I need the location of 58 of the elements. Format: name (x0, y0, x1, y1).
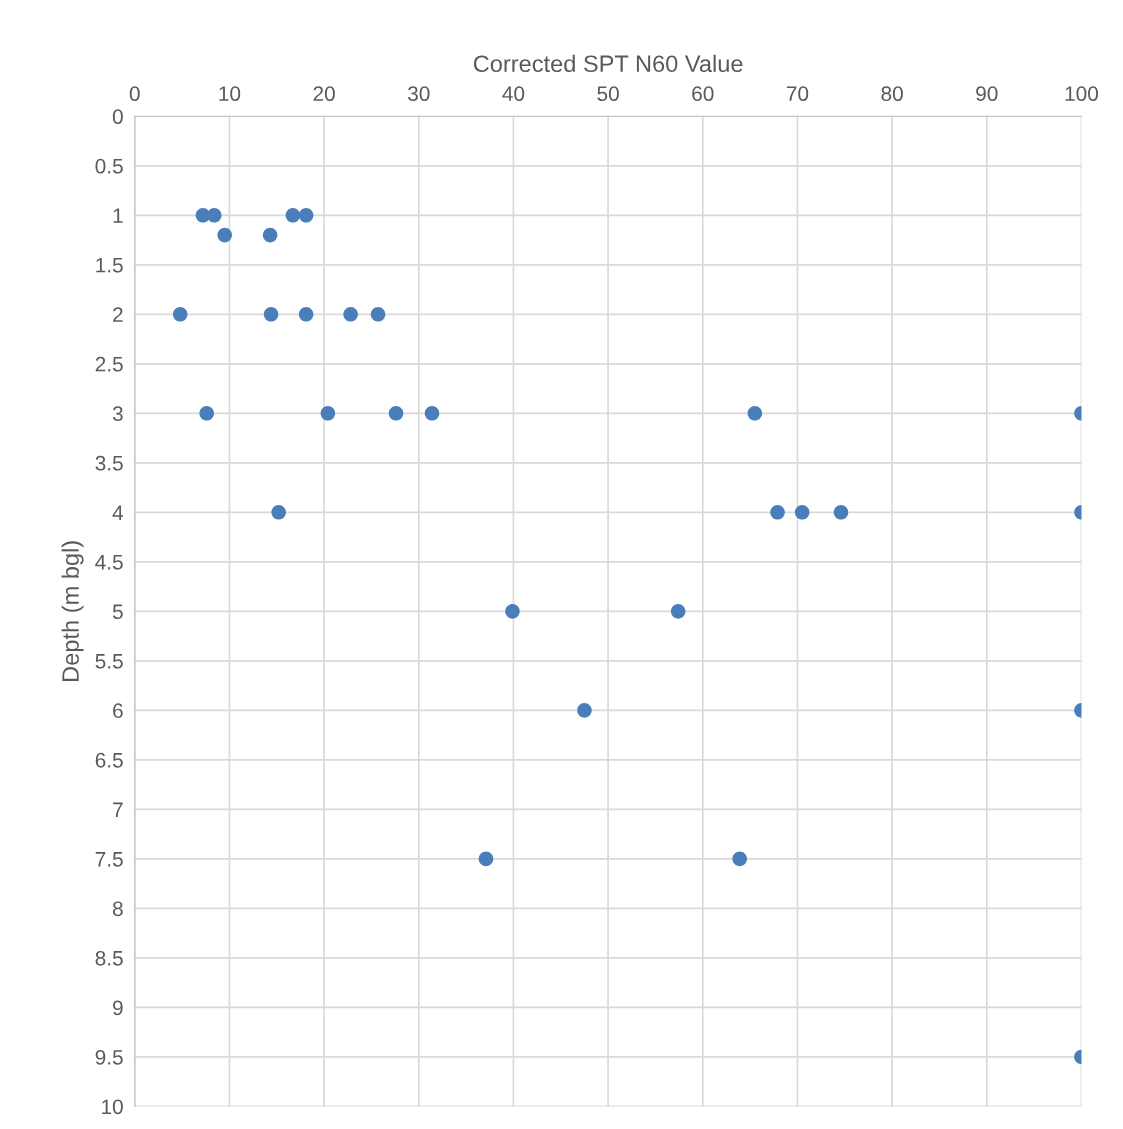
x-tick-label: 40 (502, 86, 525, 102)
y-tick-label: 7 (113, 802, 123, 817)
y-tick-label: 1 (113, 208, 123, 223)
point (478, 851, 494, 867)
point (747, 406, 763, 421)
point (298, 208, 314, 223)
y-tick-label: 8.5 (95, 950, 123, 966)
point (207, 208, 222, 223)
y-tick-label: 9 (113, 1000, 123, 1016)
point (285, 208, 301, 223)
point (298, 307, 314, 322)
y-tick-label: 0.5 (95, 158, 123, 174)
y-tick-label: 9.5 (95, 1049, 123, 1065)
point (770, 505, 785, 520)
point (172, 307, 188, 322)
point (794, 505, 810, 520)
x-tick-label: 90 (976, 86, 998, 102)
y-tick-label: 1.5 (96, 258, 123, 273)
point (217, 227, 232, 243)
x-tick-label: 10 (219, 86, 241, 102)
point (370, 307, 386, 322)
y-tick-label: 5.5 (95, 654, 123, 669)
y-tick-label: 6.5 (95, 752, 123, 768)
point (343, 307, 358, 322)
x-axis-title: Corrected SPT N60 Value (473, 54, 743, 73)
x-tick-label: 50 (597, 86, 619, 102)
point (732, 851, 747, 867)
x-tick-label: 60 (692, 86, 714, 102)
y-tick-label: 2.5 (95, 356, 123, 372)
y-tick-label: 3 (112, 406, 123, 422)
x-tick-label: 80 (881, 86, 903, 102)
point (199, 406, 214, 421)
y-tick-label: 6 (113, 703, 123, 719)
y-axis-title: Depth (m bgl) (61, 541, 84, 681)
y-tick-label: 3.5 (95, 455, 123, 471)
point (263, 307, 279, 322)
x-tick-label: 20 (313, 86, 335, 102)
point (833, 505, 849, 520)
y-tick-label: 10 (102, 1099, 123, 1115)
point (670, 604, 686, 619)
point (320, 406, 336, 421)
x-tick-label: 0 (129, 86, 140, 102)
point (424, 406, 440, 421)
y-tick-label: 7.5 (95, 852, 123, 867)
y-tick-label: 5 (112, 604, 123, 620)
x-tick-label: 100 (1065, 86, 1099, 102)
y-tick-label: 0 (112, 109, 123, 125)
point (388, 406, 404, 421)
x-tick-label: 30 (407, 86, 430, 102)
y-tick-label: 8 (112, 901, 123, 917)
y-tick-label: 4.5 (95, 555, 123, 570)
point (505, 604, 520, 619)
point (577, 703, 592, 718)
x-tick-label: 70 (786, 86, 809, 102)
point (262, 227, 278, 243)
y-tick-label: 2 (113, 307, 123, 322)
y-tick-label: 4 (112, 505, 124, 520)
point (271, 505, 286, 520)
